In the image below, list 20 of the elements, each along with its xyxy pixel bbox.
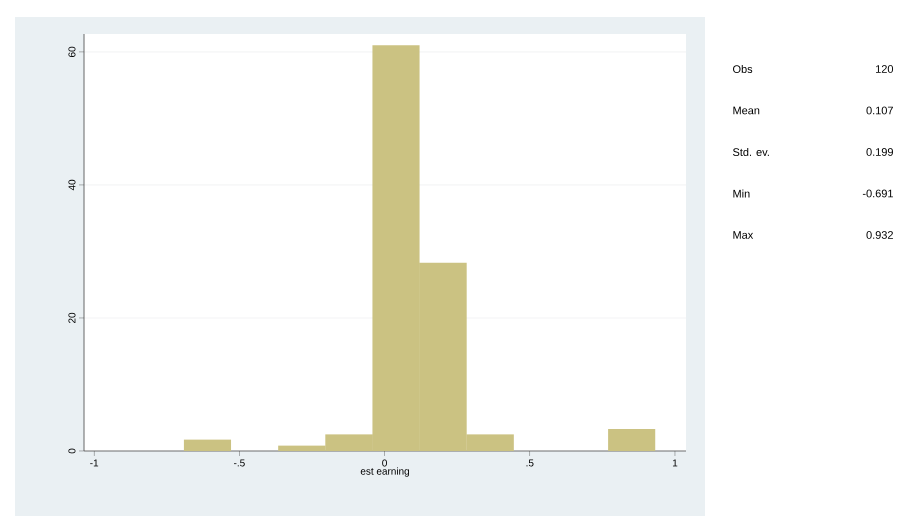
text: 0.107 [866,106,893,114]
text: Std. ev. [733,148,769,156]
text: 0.932 [866,231,893,239]
x-axis-title: est earning [360,467,410,477]
x-tick-label: 0 [382,460,387,467]
text: Max [733,231,754,239]
x-tick-label: 1 [672,460,678,466]
text: Mean [733,106,760,114]
text: Min [733,190,750,198]
y-tick-label: 40 [68,180,76,190]
x-tick-label: -.5 [234,460,245,466]
text: -0.691 [862,190,893,198]
x-tick-label: .5 [526,460,534,466]
y-tick-label: 0 [68,448,76,454]
x-tick-label: -1 [90,460,98,466]
text: 0.199 [866,148,893,156]
text: Obs [733,64,752,74]
text: 120 [876,65,894,73]
y-tick-label: 60 [68,46,76,57]
y-tick-label: 20 [68,312,76,324]
